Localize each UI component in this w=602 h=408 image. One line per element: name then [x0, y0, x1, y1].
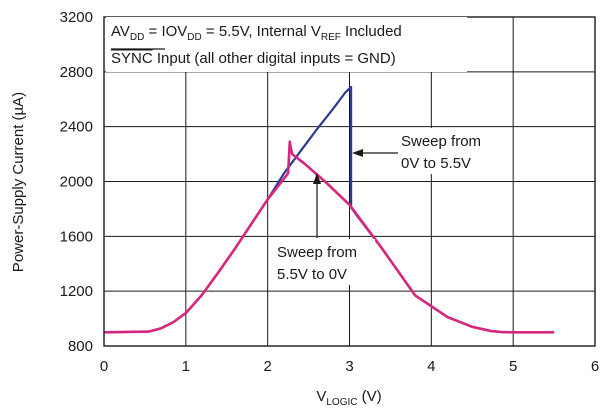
annotation-2-line-1: Sweep from: [277, 244, 357, 261]
x-tick-label: 1: [182, 358, 190, 375]
series-line-0: [103, 85, 555, 334]
annotation-2-arrow: [313, 173, 321, 238]
y-tick-label: 2000: [60, 174, 93, 191]
x-tick-label: 2: [263, 358, 271, 375]
annotation-1-line-1: Sweep from: [401, 133, 481, 150]
x-axis-label: VLOGIC (V): [316, 388, 381, 408]
condition-box: [106, 17, 467, 72]
x-tick-labels: 0 1 2 3 4 5 6: [100, 358, 599, 375]
annotation-bg-2: [273, 239, 375, 285]
x-tick-label: 3: [345, 358, 353, 375]
x-tick-label: 4: [427, 358, 435, 375]
x-tick-label: 5: [509, 358, 517, 375]
annotation-bg-1: [397, 128, 499, 174]
y-tick-label: 1200: [60, 283, 93, 300]
y-tick-label: 1600: [60, 228, 93, 245]
annotation-1-line-2: 0V to 5.5V: [401, 155, 471, 172]
y-tick-label: 2400: [60, 119, 93, 136]
series-line-1: [103, 140, 555, 334]
annotation-1-arrow: [352, 149, 398, 157]
annotation-2-line-2: 5.5V to 0V: [277, 266, 347, 283]
condition-line-2: SYNC Input (all other digital inputs = G…: [111, 50, 396, 67]
x-tick-label: 0: [100, 358, 108, 375]
series-group: [103, 85, 555, 334]
x-tick-label: 6: [591, 358, 599, 375]
condition-line-1: AVDD = IOVDD = 5.5V, Internal VREF Inclu…: [111, 23, 402, 43]
y-tick-label: 2800: [60, 64, 93, 81]
y-tick-label: 3200: [60, 9, 93, 26]
y-tick-labels: 800 1200 1600 2000 2400 2800 3200: [60, 9, 93, 355]
y-axis-label: Power-Supply Current (µA): [10, 92, 27, 272]
y-tick-label: 800: [68, 338, 93, 355]
